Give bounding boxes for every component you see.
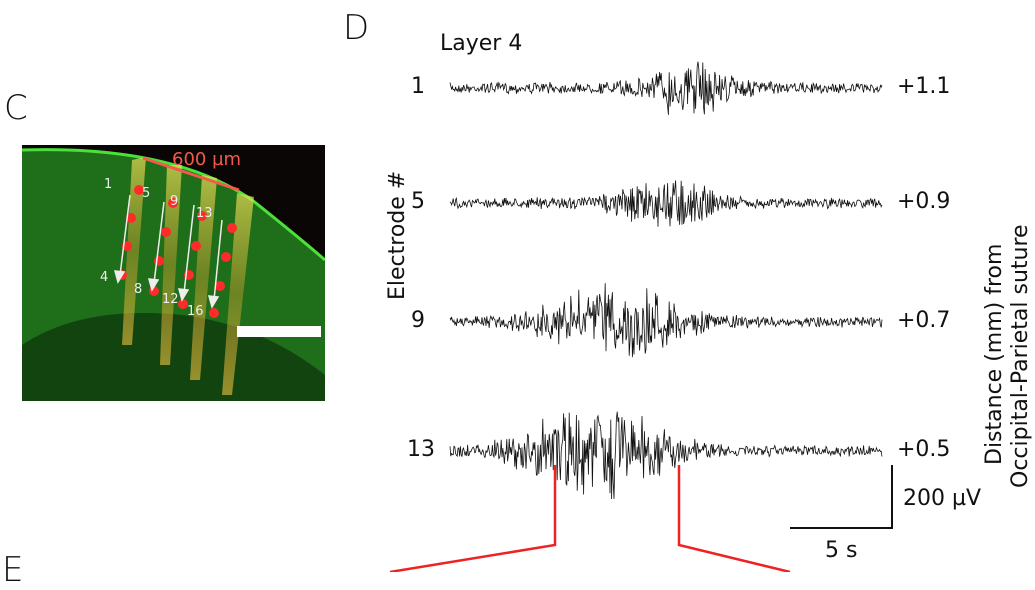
distance-label-13: +0.5 bbox=[897, 437, 951, 462]
scale-voltage-label: 200 µV bbox=[903, 486, 982, 511]
electrode-number-label: 13 bbox=[196, 206, 213, 221]
lfp-trace-electrode-5 bbox=[449, 180, 883, 227]
panel-d-letter: D bbox=[343, 8, 370, 48]
electrode-number-label: 1 bbox=[104, 177, 112, 192]
electrode-number-label: 9 bbox=[170, 194, 178, 209]
lfp-trace-electrode-13 bbox=[449, 411, 883, 500]
electrode-number-label: 8 bbox=[134, 282, 142, 297]
zoom-line-right bbox=[677, 465, 791, 572]
electrode-label-1: 1 bbox=[411, 74, 425, 99]
distance-label-1: +1.1 bbox=[897, 74, 951, 99]
electrode-label-9: 9 bbox=[411, 308, 425, 333]
electrode-site bbox=[126, 213, 136, 223]
electrode-site bbox=[209, 308, 219, 318]
electrode-number-label: 16 bbox=[187, 304, 204, 319]
electrode-site bbox=[134, 185, 144, 195]
electrode-label-5: 5 bbox=[411, 189, 425, 214]
electrode-number-label: 12 bbox=[162, 292, 179, 307]
panel-d-title: Layer 4 bbox=[440, 31, 523, 56]
microscopy-image: 1 4 5 8 9 12 13 16 600 µm bbox=[22, 145, 325, 401]
electrode-number-label: 4 bbox=[100, 270, 108, 285]
electrode-site bbox=[221, 252, 231, 262]
scale-line-600um bbox=[142, 156, 240, 192]
lfp-trace-electrode-9 bbox=[449, 283, 883, 358]
zoom-line-left bbox=[389, 465, 557, 572]
panel-e-letter: E bbox=[2, 550, 24, 590]
panel-c-letter: C bbox=[4, 88, 28, 128]
electrode-site bbox=[191, 241, 201, 251]
distance-label-9: +0.7 bbox=[897, 308, 951, 333]
distance-label-5: +0.9 bbox=[897, 189, 951, 214]
electrode-site bbox=[215, 281, 225, 291]
lfp-trace-electrode-1 bbox=[449, 61, 883, 115]
scale-bar bbox=[790, 465, 893, 529]
trace-layer bbox=[389, 61, 893, 572]
electrode-label-13: 13 bbox=[407, 437, 435, 462]
probe-shanks bbox=[122, 157, 254, 395]
scale-time-label: 5 s bbox=[825, 538, 858, 563]
electrode-number-label: 5 bbox=[142, 186, 150, 201]
electrode-site bbox=[227, 223, 237, 233]
electrode-site bbox=[197, 211, 207, 221]
scale-label-600um: 600 µm bbox=[172, 149, 241, 170]
electrode-site bbox=[168, 198, 178, 208]
scale-bar-white bbox=[237, 326, 321, 337]
electrode-site bbox=[161, 227, 171, 237]
electrode-site bbox=[178, 299, 188, 309]
electrode-order-arrows bbox=[113, 194, 223, 309]
